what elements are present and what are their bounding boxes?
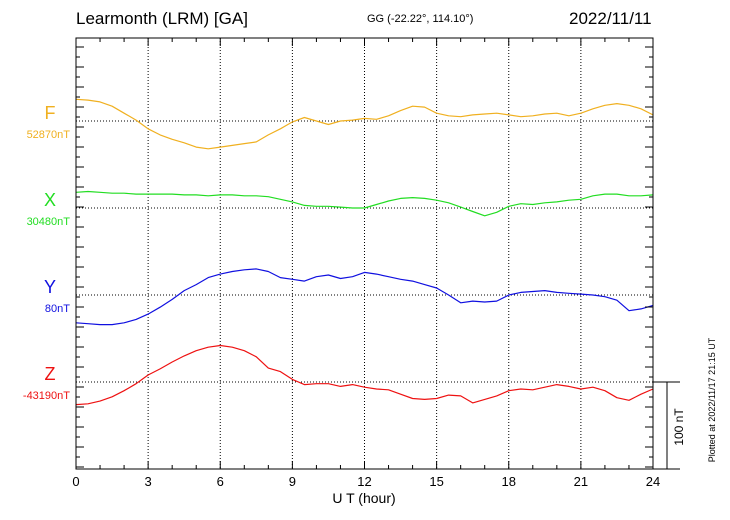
- series-name-x: X: [44, 190, 56, 210]
- station-title: Learmonth (LRM) [GA]: [76, 9, 248, 28]
- x-axis-label: U T (hour): [332, 490, 395, 506]
- x-tick-label: 18: [502, 474, 516, 489]
- plotted-note: Plotted at 2022/11/17 21:15 UT: [707, 337, 717, 462]
- series-baseline-z: -43190nT: [23, 390, 70, 402]
- x-tick-label: 3: [145, 474, 152, 489]
- x-tick-label: 12: [357, 474, 371, 489]
- x-tick-label: 6: [217, 474, 224, 489]
- x-tick-label: 15: [429, 474, 443, 489]
- series-name-y: Y: [44, 277, 56, 297]
- series-baseline-y: 80nT: [45, 303, 70, 315]
- scale-bar-label: 100 nT: [672, 408, 686, 446]
- coordinates-label: GG (-22.22°, 114.10°): [367, 13, 474, 25]
- x-tick-label: 24: [646, 474, 660, 489]
- x-tick-label: 9: [289, 474, 296, 489]
- series-baseline-f: 52870nT: [27, 129, 71, 141]
- series-line-f: [75, 98, 654, 150]
- series-name-z: Z: [45, 364, 56, 384]
- x-tick-label: 21: [574, 474, 588, 489]
- series-baseline-x: 30480nT: [27, 216, 71, 228]
- series-line-z: [75, 344, 654, 406]
- date-label: 2022/11/11: [569, 9, 652, 28]
- series-name-f: F: [45, 103, 56, 123]
- series-line-x: [75, 190, 654, 217]
- x-tick-label: 0: [72, 474, 79, 489]
- series-line-y: [75, 268, 654, 326]
